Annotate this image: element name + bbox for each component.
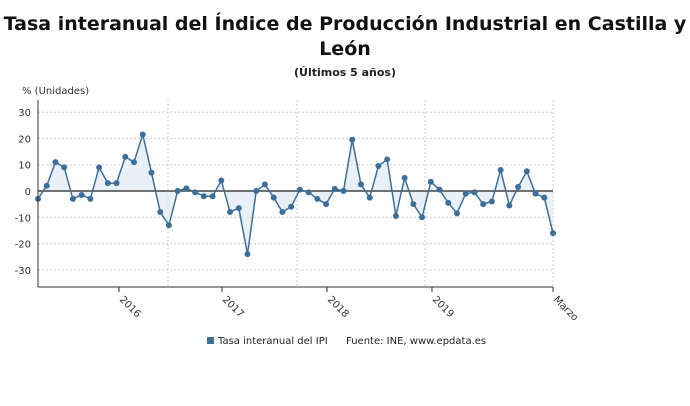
data-point xyxy=(523,168,530,175)
data-point xyxy=(165,222,172,229)
data-point xyxy=(305,189,312,196)
data-point xyxy=(227,209,234,216)
data-point xyxy=(148,169,155,176)
data-point xyxy=(436,186,443,193)
data-point xyxy=(218,177,225,184)
data-point xyxy=(506,202,513,209)
data-point xyxy=(183,185,190,192)
data-point xyxy=(453,210,460,217)
data-point xyxy=(157,209,164,216)
data-point xyxy=(69,195,76,202)
data-point xyxy=(462,190,469,197)
data-point xyxy=(471,189,478,196)
x-tick-label: 2017 xyxy=(220,294,246,320)
y-tick-label: 20 xyxy=(18,134,31,145)
data-point xyxy=(340,188,347,194)
data-point xyxy=(541,194,548,201)
data-point xyxy=(174,188,181,194)
data-point xyxy=(357,181,364,188)
data-point xyxy=(366,194,373,201)
data-point xyxy=(314,195,321,202)
data-point xyxy=(139,131,146,138)
data-point xyxy=(209,193,216,200)
data-point xyxy=(550,230,556,237)
data-point xyxy=(296,186,303,193)
data-point xyxy=(113,180,120,187)
chart-subtitle: (Últimos 5 años) xyxy=(293,66,397,79)
data-point xyxy=(78,191,85,198)
x-tick-label: 2019 xyxy=(430,294,456,320)
data-point xyxy=(401,174,408,181)
data-point xyxy=(497,166,504,173)
data-point xyxy=(87,195,94,202)
data-point xyxy=(244,251,251,258)
data-point xyxy=(43,182,50,189)
data-point xyxy=(122,153,129,160)
data-point xyxy=(192,189,199,196)
data-point xyxy=(410,201,417,208)
x-tick-label: Marzo xyxy=(551,294,580,323)
data-point xyxy=(104,180,111,187)
data-point xyxy=(349,136,356,143)
data-point xyxy=(488,198,495,205)
data-point xyxy=(480,201,487,208)
series-area xyxy=(38,134,553,255)
y-tick-label: 10 xyxy=(18,161,31,172)
x-tick-label: 2016 xyxy=(117,294,143,320)
data-point xyxy=(384,156,391,163)
y-tick-label: -20 xyxy=(15,240,31,251)
data-point xyxy=(323,201,330,208)
data-point xyxy=(515,184,522,191)
data-point xyxy=(419,214,426,221)
data-point xyxy=(131,159,138,166)
legend-swatch xyxy=(207,337,214,344)
data-point xyxy=(392,212,399,219)
y-axis-label: % (Unidades) xyxy=(22,86,89,97)
data-point xyxy=(331,185,338,192)
y-tick-label: 0 xyxy=(25,187,31,198)
data-point xyxy=(375,163,382,170)
data-point xyxy=(270,194,277,201)
data-point xyxy=(253,188,260,194)
y-tick-label: 30 xyxy=(18,108,31,119)
y-tick-label: -10 xyxy=(15,213,31,224)
x-tick-label: 2018 xyxy=(325,294,351,320)
data-point xyxy=(279,209,286,216)
chart-title: Tasa interanual del Índice de Producción… xyxy=(3,13,687,60)
data-point xyxy=(261,181,268,188)
data-point xyxy=(235,205,242,212)
data-point xyxy=(61,164,68,171)
data-point xyxy=(200,193,207,200)
data-point xyxy=(52,159,59,166)
y-tick-label: -30 xyxy=(15,266,31,277)
data-point xyxy=(96,164,103,171)
data-point xyxy=(288,203,295,210)
data-point xyxy=(427,178,434,185)
data-point xyxy=(532,190,539,197)
source-text: Fuente: INE, www.epdata.es xyxy=(346,336,486,347)
data-point xyxy=(445,199,452,206)
legend-label: Tasa interanual del IPI xyxy=(217,336,328,347)
